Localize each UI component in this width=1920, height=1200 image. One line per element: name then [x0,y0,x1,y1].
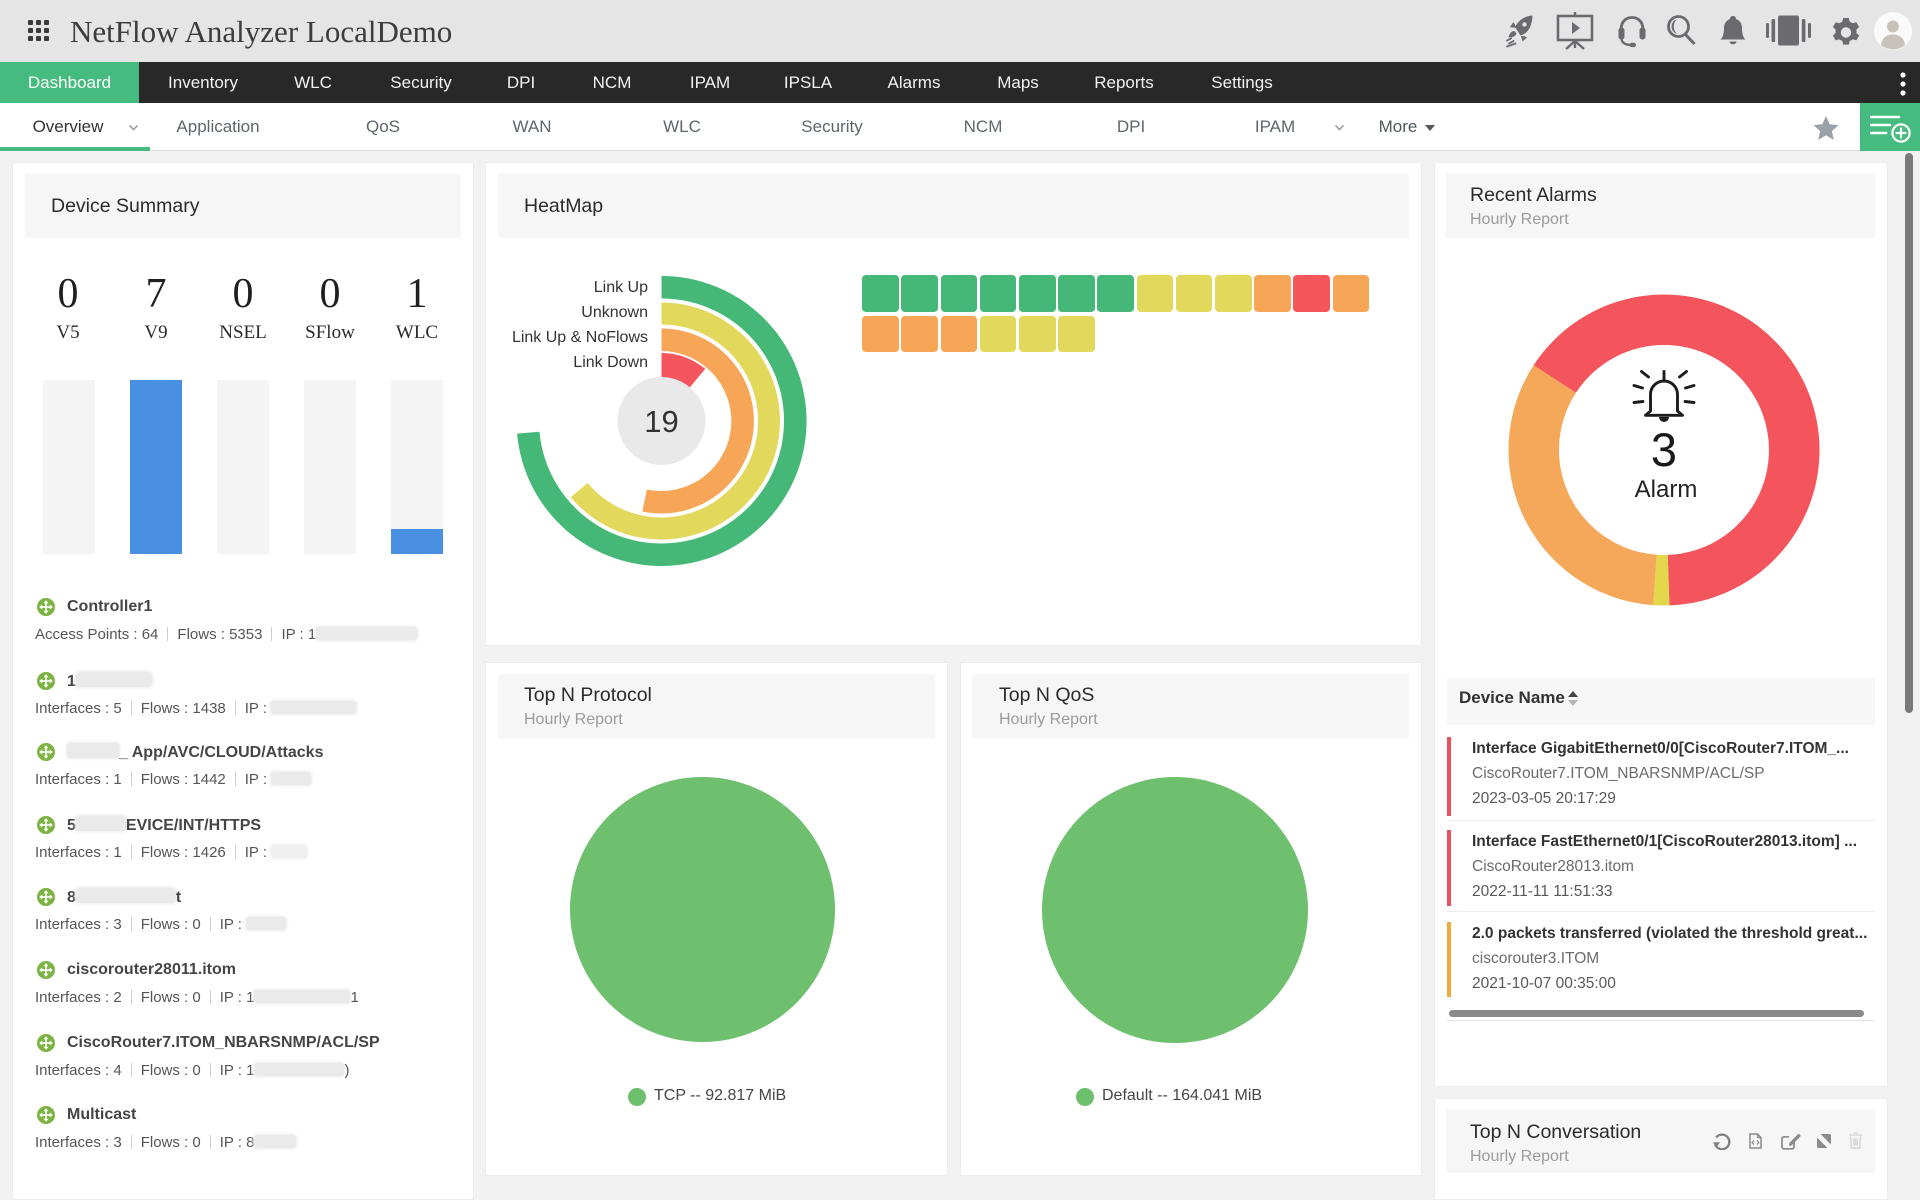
svg-text:Alarm: Alarm [1635,476,1698,503]
svg-text:19: 19 [644,404,678,439]
svg-text:3: 3 [1651,423,1677,476]
